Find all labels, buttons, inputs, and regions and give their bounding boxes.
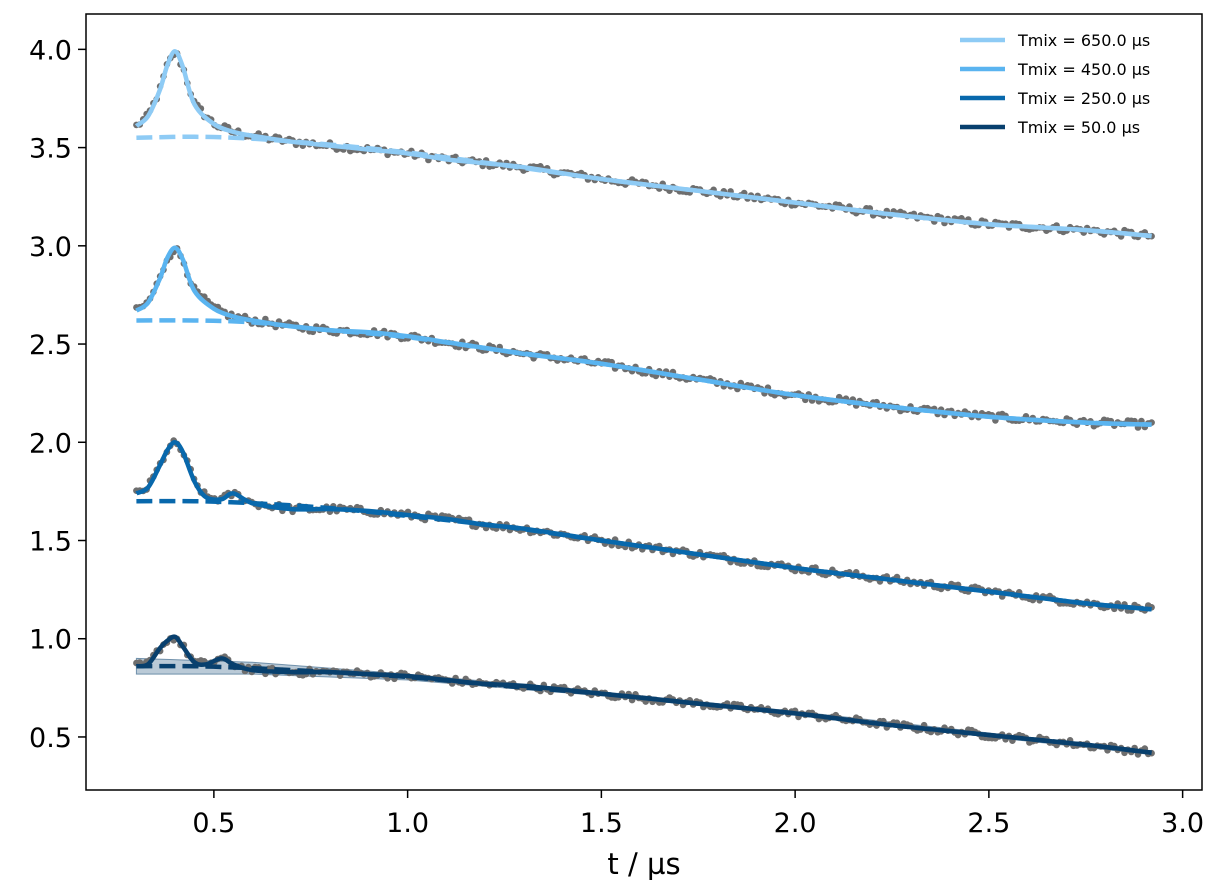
legend-item: Tmix = 250.0 µs bbox=[960, 89, 1150, 108]
legend-item: Tmix = 50.0 µs bbox=[960, 118, 1140, 137]
y-tick-label: 1.0 bbox=[29, 625, 72, 656]
plot-frame bbox=[85, 13, 1203, 791]
series-3-fit-curve bbox=[136, 634, 1152, 755]
y-tick-label: 0.5 bbox=[29, 723, 72, 754]
x-tick-label: 2.0 bbox=[774, 808, 817, 839]
x-tick-label: 0.5 bbox=[192, 808, 235, 839]
plot-background bbox=[86, 14, 1202, 790]
x-axis-label: t / µs bbox=[607, 847, 680, 881]
y-tick-label: 4.0 bbox=[29, 35, 72, 66]
y-tick-label: 3.5 bbox=[29, 134, 72, 165]
x-axis: 0.5 1.0 1.5 2.0 2.5 3.0 bbox=[192, 790, 1204, 839]
x-tick-label: 1.0 bbox=[386, 808, 429, 839]
fit-curve-layer bbox=[134, 49, 1152, 755]
legend-item: Tmix = 450.0 µs bbox=[960, 60, 1150, 79]
legend-label: Tmix = 250.0 µs bbox=[1017, 89, 1150, 108]
series-1-fit-curve bbox=[135, 245, 1152, 427]
series-0-fit-curve bbox=[134, 49, 1152, 239]
series-2-fit-curve bbox=[135, 440, 1152, 612]
legend: Tmix = 650.0 µs Tmix = 450.0 µs Tmix = 250… bbox=[960, 31, 1150, 137]
y-tick-label: 3.0 bbox=[29, 232, 72, 263]
x-tick-label: 3.0 bbox=[1161, 808, 1204, 839]
y-tick-label: 1.5 bbox=[29, 527, 72, 558]
legend-label: Tmix = 450.0 µs bbox=[1017, 60, 1150, 79]
y-tick-label: 2.5 bbox=[29, 330, 72, 361]
y-axis: 0.5 1.0 1.5 2.0 2.5 3.0 3.5 4.0 bbox=[29, 35, 86, 754]
x-tick-label: 2.5 bbox=[967, 808, 1010, 839]
y-tick-label: 2.0 bbox=[29, 428, 72, 459]
legend-label: Tmix = 650.0 µs bbox=[1017, 31, 1150, 50]
legend-label: Tmix = 50.0 µs bbox=[1017, 118, 1140, 137]
x-tick-label: 1.5 bbox=[580, 808, 623, 839]
legend-item: Tmix = 650.0 µs bbox=[960, 31, 1150, 50]
